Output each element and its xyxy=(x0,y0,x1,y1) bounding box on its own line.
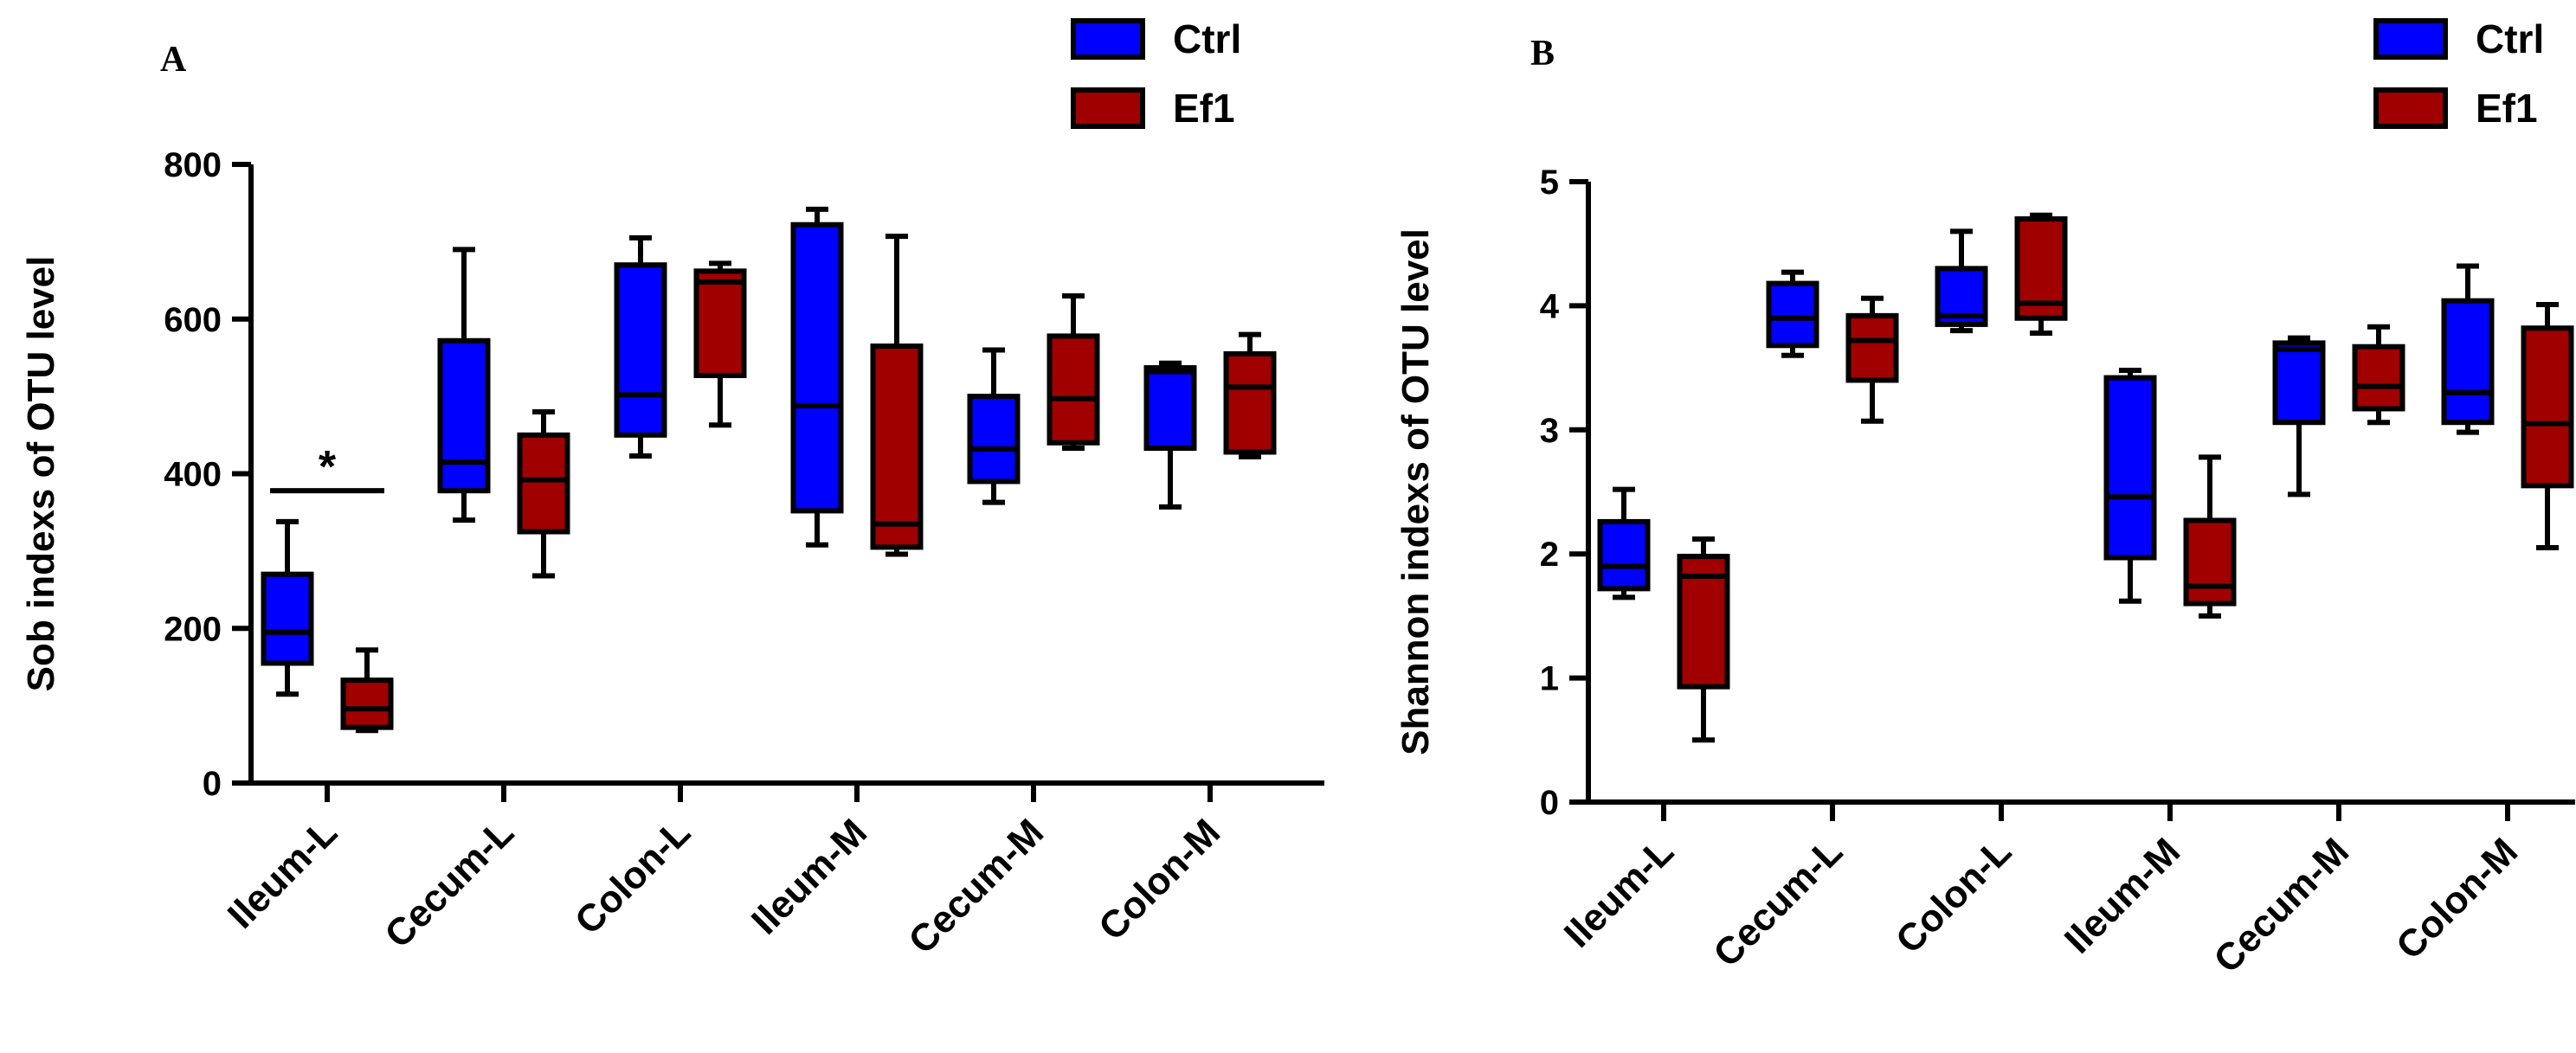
box-iqr xyxy=(2183,517,2237,607)
y-tick-label: 0 xyxy=(1540,784,1559,822)
box-ctrl xyxy=(790,206,844,548)
box-iqr xyxy=(1845,312,1899,383)
box-ctrl xyxy=(1597,486,1651,600)
y-tick-label: 4 xyxy=(1540,287,1560,325)
box-ef1 xyxy=(2521,301,2574,551)
legend-label: Ef1 xyxy=(1173,86,1235,131)
box-ef1 xyxy=(2014,212,2068,336)
box-ef1 xyxy=(517,409,570,579)
box-iqr xyxy=(2272,340,2326,426)
box-iqr xyxy=(614,262,667,438)
box-ctrl xyxy=(1143,360,1197,510)
y-tick-label: 5 xyxy=(1540,164,1559,202)
x-tick-label: Colon-M xyxy=(2388,830,2526,967)
legend-entry-ef1: Ef1 xyxy=(1071,86,1235,131)
legend-entry-ctrl: Ctrl xyxy=(1071,16,1241,61)
x-tick-label: Colon-L xyxy=(567,811,699,942)
x-tick-label: Ileum-L xyxy=(1556,830,1682,955)
legend-label: Ef1 xyxy=(2476,86,2538,131)
box-iqr xyxy=(2352,344,2405,412)
x-tick-label: Ileum-L xyxy=(220,811,345,936)
box-ctrl xyxy=(967,347,1021,505)
legend-swatch xyxy=(1071,18,1145,60)
box-ef1 xyxy=(1845,295,1899,424)
legend-entry-ef1: Ef1 xyxy=(2373,86,2538,131)
x-tick-label: Ileum-M xyxy=(744,811,875,942)
x-tick-label: Ileum-M xyxy=(2057,830,2188,961)
legend-swatch xyxy=(2373,87,2448,129)
panel-letter: B xyxy=(1530,34,1555,74)
box-ef1 xyxy=(1046,292,1100,452)
box-iqr xyxy=(2103,375,2157,561)
y-axis-title: Sob indexs of OTU level xyxy=(20,256,62,692)
box-iqr xyxy=(261,571,314,666)
x-tick-label: Cecum-L xyxy=(377,811,522,956)
box-iqr xyxy=(340,677,394,730)
box-ctrl xyxy=(1935,228,1988,334)
box-iqr xyxy=(1597,518,1651,592)
panel-letter: A xyxy=(160,40,187,80)
y-tick-label: 0 xyxy=(203,765,222,803)
box-ef1 xyxy=(2183,454,2237,619)
y-tick-label: 1 xyxy=(1540,660,1559,698)
box-ef1 xyxy=(2352,324,2405,426)
x-tick-label: Cecum-M xyxy=(900,811,1052,962)
box-ctrl xyxy=(437,247,491,523)
x-tick-label: Colon-M xyxy=(1091,811,1228,948)
box-ctrl xyxy=(614,234,667,459)
box-ef1 xyxy=(1677,536,1730,743)
y-tick-label: 2 xyxy=(1540,536,1559,574)
box-iqr xyxy=(2441,298,2495,426)
box-ef1 xyxy=(870,234,924,557)
y-tick-label: 3 xyxy=(1540,412,1559,450)
box-ctrl xyxy=(2441,263,2495,435)
y-tick-label: 800 xyxy=(164,146,222,184)
box-iqr xyxy=(1046,333,1100,446)
y-tick-label: 600 xyxy=(164,301,222,339)
box-ef1 xyxy=(693,260,747,428)
box-iqr xyxy=(870,344,924,550)
x-tick-label: Cecum-M xyxy=(2206,830,2357,981)
panel-b: B 0 1 2 3 4 5 Shannon indexs of OTU level Ileum-… xyxy=(1394,16,2575,981)
y-tick-label: 400 xyxy=(164,456,222,494)
legend-label: Ctrl xyxy=(2476,16,2544,61)
legend-swatch xyxy=(2373,18,2448,60)
box-iqr xyxy=(1223,350,1277,455)
box-iqr xyxy=(2521,325,2574,489)
box-iqr xyxy=(1766,280,1819,349)
y-axis-title: Shannon indexs of OTU level xyxy=(1394,228,1437,755)
panel-a: A 0 200 400 600 800 Sob indexs of OTU level Ile… xyxy=(20,16,1324,962)
legend-swatch xyxy=(1071,87,1145,129)
box-ctrl xyxy=(261,518,314,697)
box-iqr xyxy=(1143,365,1197,452)
legend-entry-ctrl: Ctrl xyxy=(2373,16,2544,61)
box-ctrl xyxy=(1766,269,1819,358)
box-ef1 xyxy=(1223,331,1277,459)
box-iqr xyxy=(790,222,844,514)
box-ctrl xyxy=(2103,367,2157,604)
box-iqr xyxy=(437,337,491,494)
significance-label: * xyxy=(319,442,337,492)
legend-label: Ctrl xyxy=(1173,16,1241,61)
box-iqr xyxy=(693,268,747,378)
x-tick-label: Colon-L xyxy=(1888,830,2019,961)
box-iqr xyxy=(517,432,570,535)
box-iqr xyxy=(967,394,1021,485)
x-tick-label: Cecum-L xyxy=(1705,830,1851,975)
box-ef1 xyxy=(340,647,394,734)
y-tick-label: 200 xyxy=(164,610,222,648)
box-ctrl xyxy=(2272,335,2326,498)
